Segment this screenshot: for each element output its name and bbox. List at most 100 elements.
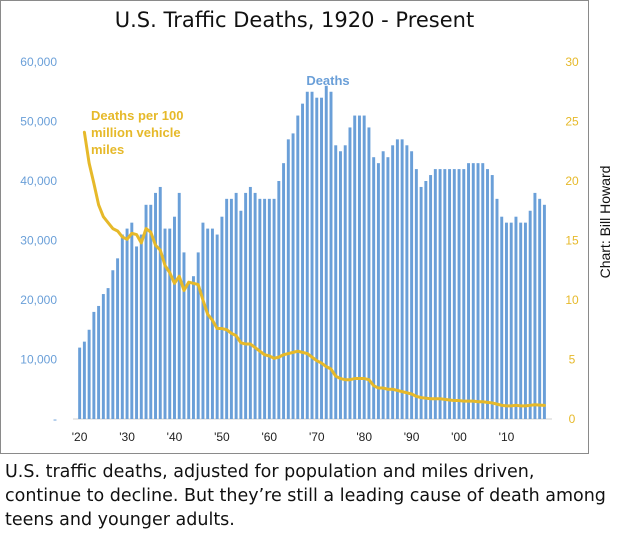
deaths-bar-1977 [348,127,352,419]
deaths-bar-1947 [206,228,210,419]
deaths-bar-1948 [210,228,214,419]
deaths-bar-1920 [78,347,82,419]
right-tick-label: 10 [565,293,579,307]
deaths-bar-1953 [234,192,238,419]
deaths-bar-1945 [196,252,200,419]
deaths-bar-1962 [277,181,281,419]
deaths-bar-2010 [505,222,508,419]
deaths-bar-2000 [457,169,461,419]
deaths-bar-1966 [296,115,300,420]
deaths-bar-1987 [395,139,399,419]
deaths-bar-1997 [443,169,447,419]
deaths-bar-1940 [173,216,176,419]
deaths-bar-1976 [343,145,347,420]
deaths-bar-1972 [324,85,328,420]
deaths-bar-2009 [500,216,504,419]
deaths-bar-2011 [509,222,513,419]
deaths-bar-1998 [448,169,452,419]
deaths-bar-1939 [168,228,172,419]
deaths-bar-1934 [144,204,148,419]
deaths-bar-1993 [424,181,428,419]
deaths-bar-1984 [381,151,385,419]
deaths-bar-1941 [177,192,181,419]
rate-label-line: million vehicle [91,125,181,140]
x-tick-label: '50 [214,430,230,444]
deaths-bar-1964 [286,139,290,419]
deaths-bar-1921 [82,341,86,419]
x-axis-ticks: '20 '30 '40 '50 '60 '70 '80 '90 '00 '10 [72,430,515,444]
deaths-bar-1999 [452,169,456,419]
deaths-bar-1956 [248,186,252,419]
traffic-deaths-chart: - 10,000 20,000 30,000 40,000 50,000 60,000 0 5… [20,55,579,444]
deaths-bar-1971 [320,97,323,419]
right-tick-label: 0 [569,412,576,426]
credit-text: Chart: Bill Howard [597,165,613,279]
deaths-bar-1974 [334,145,338,420]
deaths-bar-1925 [101,294,105,419]
deaths-bar-1989 [405,145,409,420]
deaths-bar-1952 [229,198,233,419]
left-tick-label: 30,000 [20,234,57,248]
deaths-bar-2001 [462,169,466,419]
right-tick-label: 25 [565,115,579,129]
deaths-bar-1938 [163,228,167,419]
deaths-bar-1957 [253,192,257,419]
deaths-bar-1936 [154,192,157,419]
chart-title: U.S. Traffic Deaths, 1920 - Present [114,8,475,32]
deaths-bar-1944 [191,276,195,419]
deaths-bar-1937 [158,186,162,419]
deaths-bar-1924 [97,305,101,419]
deaths-bar-1994 [429,175,433,419]
x-tick-label: '40 [167,430,183,444]
deaths-bar-2008 [495,198,499,419]
deaths-bar-2015 [528,210,532,419]
deaths-bar-1926 [106,288,110,419]
deaths-bar-1980 [362,115,366,420]
right-tick-label: 5 [569,353,576,367]
deaths-bar-1955 [244,192,248,419]
deaths-bar-1969 [310,91,314,419]
deaths-bar-1992 [419,186,423,419]
deaths-bar-1968 [305,91,309,419]
deaths-bar-1996 [438,169,442,419]
deaths-bar-1932 [135,246,139,419]
deaths-bar-2005 [481,163,485,419]
x-tick-label: '00 [451,430,467,444]
deaths-bar-1922 [87,329,91,419]
deaths-bar-2014 [523,222,527,419]
x-tick-label: '70 [309,430,325,444]
left-tick-label: - [53,412,57,426]
deaths-bar-1973 [329,91,333,419]
chart-caption: U.S. traffic deaths, adjusted for popula… [5,462,606,530]
deaths-bar-2007 [490,175,494,419]
left-tick-label: 40,000 [20,174,57,188]
rate-series-label: Deaths per 100 million vehicle miles [91,108,184,157]
deaths-bar-1982 [372,157,376,419]
deaths-bar-1950 [220,216,224,419]
right-tick-label: 20 [565,174,579,188]
deaths-bar-1960 [267,198,271,419]
left-axis-ticks: - 10,000 20,000 30,000 40,000 50,000 60,000 [20,55,57,426]
deaths-bar-1933 [139,234,143,419]
deaths-bar-2004 [476,163,480,419]
deaths-bar-1942 [182,252,186,419]
deaths-series-label: Deaths [306,73,349,88]
right-axis-ticks: 0 5 10 15 20 25 30 [565,55,579,426]
deaths-bar-1943 [187,282,191,419]
left-tick-label: 60,000 [20,55,57,69]
left-tick-label: 20,000 [20,293,57,307]
deaths-bar-1959 [263,198,267,419]
rate-label-line: miles [91,142,124,157]
deaths-bar-2013 [519,222,523,419]
deaths-bars [78,85,546,420]
deaths-bar-1979 [357,115,361,420]
right-tick-label: 15 [565,234,579,248]
rate-line-path [82,130,546,408]
deaths-bar-1923 [92,311,96,419]
deaths-bar-1995 [433,169,437,419]
deaths-bar-1985 [386,157,390,419]
deaths-bar-2002 [467,163,470,419]
rate-line [82,130,546,408]
deaths-bar-1981 [367,127,371,419]
deaths-bar-2012 [514,216,518,419]
